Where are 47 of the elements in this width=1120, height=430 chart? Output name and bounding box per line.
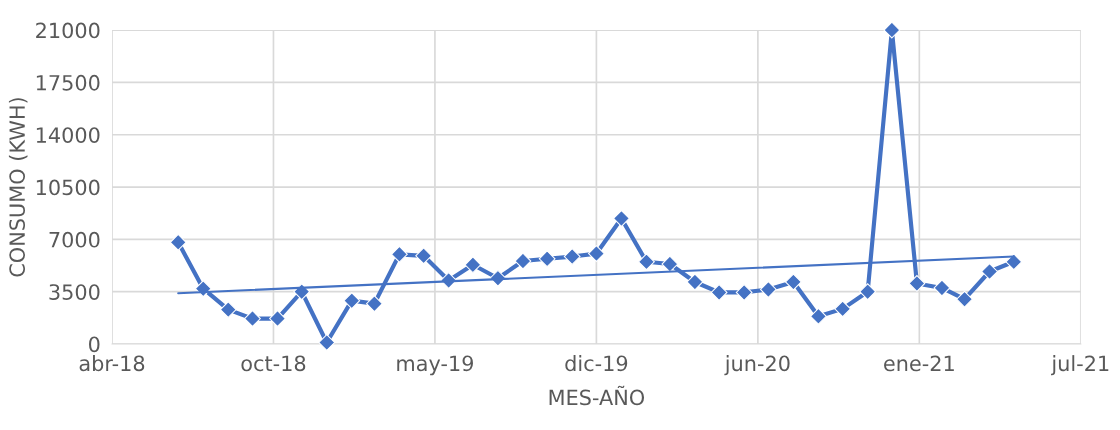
y-tick-label: 3500: [49, 284, 100, 300]
x-axis-title: MES-AÑO: [549, 385, 645, 406]
x-tick-label: ene-21: [884, 355, 954, 372]
point: [391, 245, 408, 263]
point: [514, 252, 532, 270]
point: [244, 310, 261, 327]
point: [169, 233, 187, 251]
point: [1005, 253, 1023, 271]
x-tick-label: may-19: [397, 355, 473, 376]
point: [343, 292, 361, 310]
point: [859, 283, 877, 301]
point: [219, 301, 237, 318]
point: [810, 307, 827, 325]
point: [883, 21, 901, 39]
y-tick-label: 14000: [36, 127, 100, 143]
point: [318, 334, 336, 351]
point: [735, 284, 753, 301]
point: [785, 273, 802, 291]
y-tick-label: 17500: [36, 74, 100, 91]
x-tick-label: jul-21: [1051, 355, 1109, 376]
point: [686, 273, 704, 291]
point: [538, 250, 556, 268]
point: [956, 290, 973, 308]
point: [908, 275, 926, 292]
point: [834, 300, 852, 318]
x-tick-label: abr-18: [79, 355, 145, 372]
point: [269, 310, 286, 327]
x-tick-label: oct-18: [241, 355, 306, 372]
y-tick-label: 21000: [36, 22, 100, 39]
point: [710, 284, 728, 301]
point: [759, 281, 777, 298]
x-tick-label: dic-19: [565, 355, 628, 372]
point: [464, 256, 482, 274]
point: [661, 255, 679, 273]
point: [638, 253, 655, 271]
point: [613, 210, 630, 227]
point: [415, 247, 433, 265]
point: [563, 248, 581, 265]
x-tick-label: jun-20: [724, 355, 790, 376]
point: [981, 263, 998, 280]
point: [933, 279, 951, 297]
point: [366, 295, 383, 313]
y-tick-label: 7000: [49, 231, 100, 248]
y-tick-label: 0: [89, 336, 100, 353]
y-axis-title: CONSUMO (KWH): [8, 98, 28, 277]
y-tick-label: 10500: [36, 179, 100, 196]
point: [588, 245, 605, 262]
